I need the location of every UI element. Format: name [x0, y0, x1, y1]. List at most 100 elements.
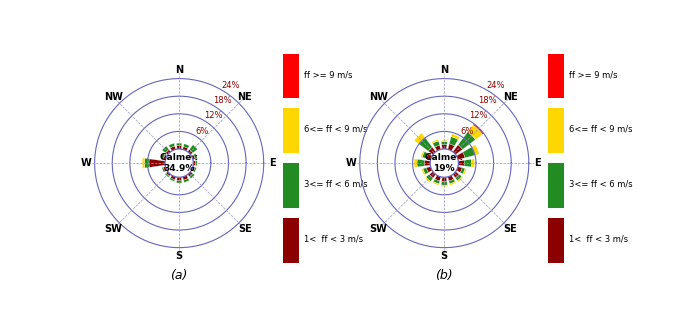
- FancyBboxPatch shape: [283, 54, 299, 99]
- Text: W: W: [81, 158, 91, 168]
- Text: Calme :
19%: Calme : 19%: [425, 153, 463, 173]
- Text: SW: SW: [370, 224, 387, 234]
- Text: SW: SW: [105, 224, 122, 234]
- FancyBboxPatch shape: [548, 218, 564, 263]
- Bar: [161, 153, 165, 159]
- Bar: [453, 172, 459, 178]
- FancyBboxPatch shape: [283, 163, 299, 208]
- Bar: [449, 179, 455, 184]
- Text: S: S: [176, 251, 183, 261]
- Bar: [441, 140, 448, 142]
- Bar: [435, 145, 441, 151]
- Bar: [169, 143, 175, 148]
- Bar: [472, 145, 479, 155]
- Text: Calme :
34.9%: Calme : 34.9%: [160, 153, 198, 173]
- Bar: [435, 175, 441, 181]
- FancyBboxPatch shape: [283, 109, 299, 153]
- Bar: [422, 169, 425, 175]
- Bar: [468, 125, 483, 140]
- Bar: [165, 173, 169, 177]
- FancyBboxPatch shape: [283, 218, 299, 263]
- Bar: [456, 152, 465, 160]
- Bar: [184, 178, 189, 182]
- Bar: [433, 141, 439, 147]
- Bar: [422, 151, 429, 159]
- Bar: [176, 177, 182, 181]
- Bar: [195, 161, 197, 166]
- Bar: [441, 185, 448, 187]
- Text: 1<  ff < 3 m/s: 1< ff < 3 m/s: [569, 234, 629, 243]
- Bar: [176, 145, 182, 149]
- Text: N: N: [175, 65, 183, 75]
- Bar: [458, 176, 463, 182]
- Text: (a): (a): [170, 269, 188, 282]
- Text: 12%: 12%: [204, 111, 222, 120]
- Bar: [183, 175, 188, 180]
- Bar: [166, 150, 171, 155]
- Bar: [164, 155, 167, 160]
- Bar: [448, 175, 454, 181]
- Text: 12%: 12%: [469, 111, 487, 120]
- Text: NW: NW: [369, 92, 388, 102]
- Bar: [142, 158, 145, 168]
- Bar: [176, 143, 182, 146]
- Bar: [414, 133, 425, 144]
- Bar: [145, 158, 149, 168]
- Bar: [164, 167, 167, 172]
- Text: E: E: [269, 158, 276, 168]
- Bar: [441, 145, 447, 149]
- Bar: [176, 181, 182, 183]
- Bar: [427, 167, 432, 172]
- Bar: [426, 174, 433, 182]
- Text: 1<  ff < 3 m/s: 1< ff < 3 m/s: [304, 234, 363, 243]
- Bar: [189, 145, 197, 153]
- Bar: [456, 174, 462, 181]
- Bar: [441, 182, 448, 185]
- Bar: [425, 160, 431, 166]
- Bar: [188, 172, 193, 177]
- Text: 24%: 24%: [222, 81, 240, 90]
- Text: 6<= ff < 9 m/s: 6<= ff < 9 m/s: [304, 125, 368, 134]
- Text: ff >= 9 m/s: ff >= 9 m/s: [569, 70, 618, 79]
- Text: 3<= ff < 6 m/s: 3<= ff < 6 m/s: [569, 180, 633, 189]
- Text: S: S: [441, 251, 448, 261]
- Bar: [162, 167, 165, 172]
- Bar: [165, 149, 193, 177]
- Bar: [189, 173, 195, 179]
- Bar: [193, 161, 195, 165]
- Bar: [458, 132, 475, 149]
- Bar: [425, 177, 431, 182]
- Bar: [430, 149, 458, 177]
- Bar: [193, 153, 197, 159]
- Bar: [429, 147, 436, 155]
- Text: NE: NE: [237, 92, 252, 102]
- Bar: [463, 147, 475, 158]
- Bar: [451, 134, 460, 140]
- Text: ff >= 9 m/s: ff >= 9 m/s: [304, 70, 353, 79]
- Bar: [162, 146, 169, 153]
- Bar: [193, 167, 197, 172]
- Text: 6%: 6%: [460, 127, 473, 136]
- Bar: [448, 144, 454, 151]
- Bar: [433, 179, 439, 184]
- Bar: [170, 178, 175, 181]
- Text: SE: SE: [503, 224, 517, 234]
- Text: (b): (b): [435, 269, 453, 282]
- Text: NW: NW: [104, 92, 123, 102]
- Bar: [170, 175, 176, 180]
- Bar: [464, 159, 472, 167]
- Bar: [170, 146, 176, 151]
- Bar: [471, 159, 475, 167]
- Bar: [473, 124, 484, 134]
- FancyBboxPatch shape: [548, 54, 564, 99]
- Bar: [417, 159, 425, 167]
- Text: E: E: [534, 158, 541, 168]
- Text: W: W: [346, 158, 357, 168]
- Bar: [183, 147, 188, 151]
- Bar: [423, 168, 429, 174]
- FancyBboxPatch shape: [548, 109, 564, 153]
- Bar: [458, 160, 464, 166]
- Bar: [149, 159, 165, 167]
- Bar: [414, 159, 417, 167]
- Bar: [463, 168, 466, 175]
